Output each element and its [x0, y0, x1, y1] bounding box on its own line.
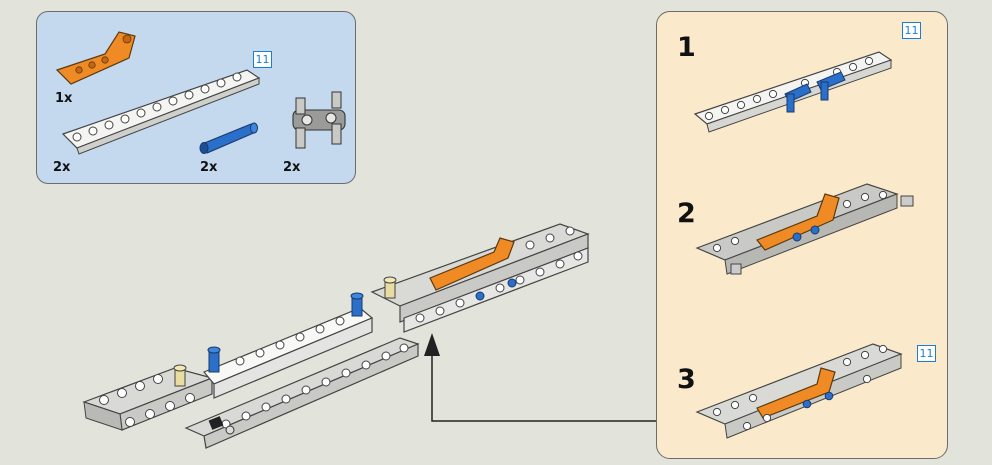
- orange-bent-liftarm-part: [55, 31, 136, 85]
- upper-beam-assembly: [370, 223, 590, 333]
- step-3-illustration: [695, 343, 903, 439]
- quantity-white-liftarm: 2x: [53, 160, 71, 175]
- quantity-gray-connector: 2x: [283, 160, 301, 175]
- lower-gray-beams: [82, 367, 214, 431]
- step-number-1: 1: [677, 32, 696, 63]
- quantity-orange-liftarm: 1x: [55, 91, 73, 106]
- blue-axle-pin-part: [199, 122, 258, 154]
- step-1-illustration: [693, 51, 893, 133]
- build-steps-panel: 1 2 3 11 11: [656, 11, 948, 459]
- step-number-3: 3: [677, 364, 696, 395]
- length-badge-11: 11: [253, 51, 272, 68]
- parts-list-illustrations: [55, 31, 346, 155]
- long-gray-beam: [184, 337, 420, 449]
- assembly-arrow: [424, 333, 657, 422]
- parts-list-panel: 1x 2x 2x 2x 11: [36, 11, 356, 184]
- white-beam-assembly: [173, 292, 374, 399]
- step-number-2: 2: [677, 198, 696, 229]
- white-liftarm-part: [61, 69, 261, 155]
- gray-pin-connector-part: [292, 91, 346, 149]
- build-steps-illustrations: [693, 51, 914, 439]
- step-1-length-badge: 11: [902, 22, 921, 39]
- step-3-length-badge: 11: [917, 345, 936, 362]
- quantity-blue-pin: 2x: [200, 160, 218, 175]
- step-2-illustration: [695, 183, 914, 275]
